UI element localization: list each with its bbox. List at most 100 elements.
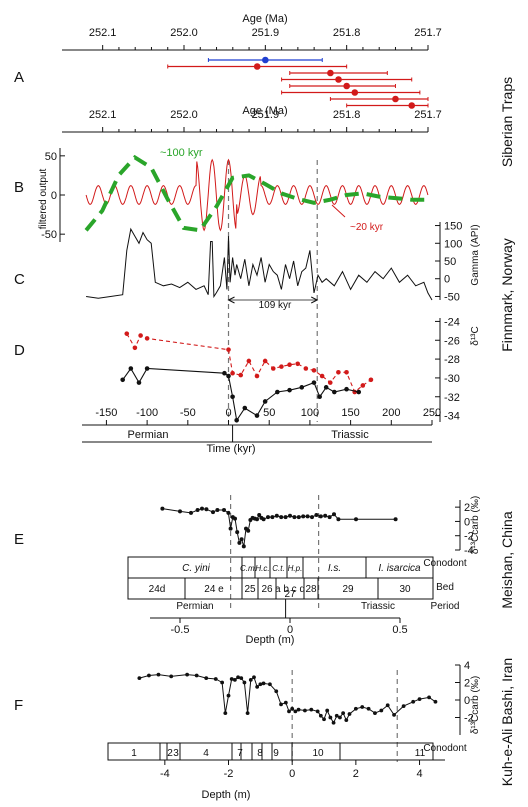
e-bed: 24 e	[204, 584, 224, 595]
d-point-red	[132, 345, 138, 351]
e-conodont-zone: C.t.	[272, 564, 284, 573]
time-tick-label: 250	[423, 407, 441, 419]
d-series-red	[126, 333, 372, 393]
f-point	[147, 673, 151, 678]
e-point	[255, 517, 259, 522]
d-point-red	[270, 366, 276, 371]
f-point	[366, 706, 371, 711]
e-point	[211, 510, 215, 515]
d-point-black	[323, 385, 329, 390]
panel-letter-f: F	[14, 697, 23, 714]
time-tick-label: 200	[382, 407, 400, 419]
f-conodont-label: Conodont	[423, 743, 467, 754]
ylabel-d13c: δ¹³C	[470, 326, 481, 345]
e-bed: 25	[244, 584, 256, 595]
age-axis-top-tick-label: 251.9	[252, 27, 280, 39]
e-xtick-label: -0.5	[171, 624, 190, 636]
panel-letter-d: D	[14, 342, 25, 359]
b-series-100kyr	[84, 154, 428, 233]
f-point	[229, 677, 234, 681]
e-point	[305, 514, 310, 519]
f-point	[156, 672, 161, 677]
e-point	[226, 510, 231, 515]
age-axis-mid-tick-label: 251.8	[333, 109, 361, 121]
f-point	[328, 715, 333, 720]
d-point-red	[360, 383, 366, 388]
d-point-black	[128, 366, 134, 371]
f-point	[347, 712, 352, 716]
time-tick-label: -100	[136, 407, 158, 419]
e-bed: a b c d	[275, 584, 305, 595]
f-point	[226, 693, 231, 698]
d-point-black	[242, 405, 248, 411]
age-axis-title-top: Age (Ma)	[242, 13, 287, 25]
d-point-red	[246, 358, 252, 364]
d-point-red	[344, 369, 349, 375]
f-point	[258, 682, 263, 687]
f-point	[194, 673, 199, 678]
b-ytick-label: -50	[41, 229, 57, 241]
d-point-red	[138, 333, 143, 338]
f-point	[334, 713, 339, 718]
time-tick-label: 150	[341, 407, 359, 419]
f-point	[331, 720, 336, 725]
d-point-red	[311, 368, 317, 373]
e-point	[274, 513, 279, 518]
f-point	[290, 706, 295, 711]
f-point	[360, 705, 365, 709]
d-ytick-label: -24	[444, 316, 460, 328]
f-point	[341, 711, 346, 716]
f-point	[344, 718, 349, 723]
ylabel-e: δ¹³Ccarb (‰)	[470, 496, 481, 554]
f-zone-label: 2	[167, 748, 173, 759]
age-axis-mid-tick-label: 252.0	[170, 109, 198, 121]
e-point	[336, 517, 341, 522]
e-series	[162, 508, 396, 547]
f-point	[248, 677, 253, 682]
f-point	[411, 699, 416, 704]
f-point	[303, 708, 307, 713]
a-point	[253, 63, 261, 70]
d-point-black	[234, 417, 239, 423]
c-ytick-label: -50	[444, 291, 460, 303]
d-point-red	[238, 372, 244, 378]
panel-letter-e: E	[14, 531, 24, 548]
e-point	[327, 515, 332, 520]
a-point	[335, 76, 342, 83]
d-point-black	[287, 387, 292, 393]
e-bed: 28	[305, 584, 317, 595]
time-tick-label: 0	[225, 407, 231, 419]
e-point	[314, 513, 319, 517]
e-point	[241, 544, 246, 549]
e-point	[266, 515, 270, 520]
e-xtick-label: 0.5	[392, 624, 407, 636]
c-ytick-label: 100	[444, 238, 462, 250]
f-zone-label: 9	[273, 748, 279, 759]
e-point	[257, 513, 262, 517]
f-zone-label: 4	[203, 748, 209, 759]
d-point-red	[124, 331, 130, 336]
d-point-black	[275, 389, 280, 395]
f-point	[239, 676, 244, 681]
f-point	[236, 675, 240, 680]
f-point	[169, 674, 174, 679]
d-point-black	[262, 399, 268, 404]
e-point	[323, 513, 328, 518]
d-ytick-label: -32	[444, 392, 460, 404]
e-point	[354, 517, 358, 522]
f-zone-label: 3	[173, 748, 179, 759]
e-point	[189, 510, 193, 515]
e-bed: 27	[284, 589, 296, 600]
side-label-meishan: Meishan, China	[499, 511, 515, 608]
e-point	[246, 528, 251, 533]
f-xtick-label: -4	[160, 768, 170, 780]
e-point	[235, 530, 240, 535]
f-xtick-label: 0	[289, 768, 295, 780]
a-point	[351, 89, 359, 96]
e-point	[393, 517, 398, 522]
period-permian-top: Permian	[128, 429, 169, 441]
f-point	[279, 702, 283, 707]
d-point-black	[356, 389, 362, 395]
f-point	[296, 707, 301, 712]
f-point	[417, 697, 422, 702]
